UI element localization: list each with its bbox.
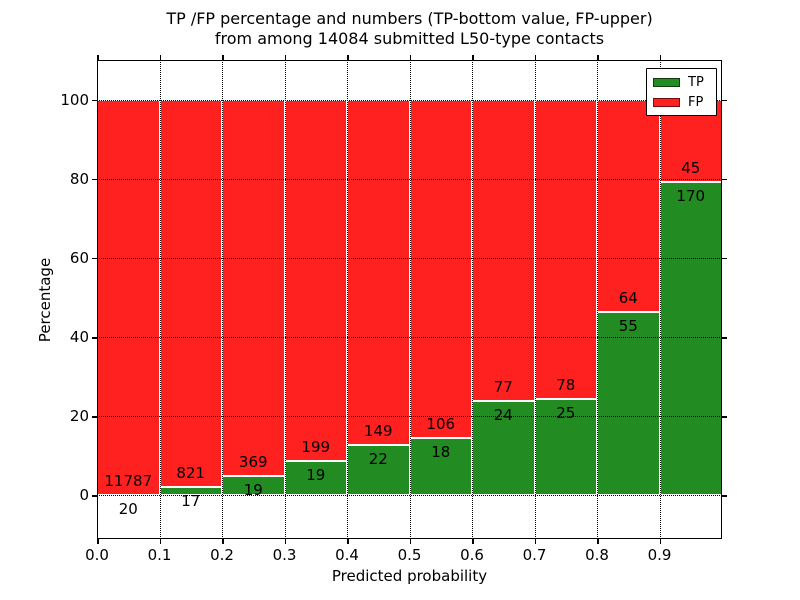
y-tick-mark — [92, 337, 97, 339]
y-tick-label: 20 — [69, 407, 89, 426]
legend: TP FP — [646, 68, 717, 116]
x-tick-mark-top — [159, 55, 161, 60]
y-tick-mark — [92, 495, 97, 497]
tp-count-label: 55 — [618, 317, 638, 336]
x-tick-mark — [597, 539, 599, 544]
chart-title: TP /FP percentage and numbers (TP-bottom… — [97, 9, 722, 49]
bar-fp-segment — [347, 99, 410, 445]
tp-legend-label: TP — [688, 74, 704, 90]
x-tick-mark — [409, 539, 411, 544]
fp-legend-swatch — [653, 97, 680, 107]
x-tick-mark-top — [97, 55, 99, 60]
x-tick-mark-top — [222, 55, 224, 60]
fp-count-label: 78 — [556, 376, 576, 395]
x-tick-mark — [97, 539, 99, 544]
x-tick-mark — [472, 539, 474, 544]
bar-fp-segment — [409, 99, 472, 438]
x-tick-mark — [659, 539, 661, 544]
x-tick-label: 0.6 — [460, 546, 484, 564]
chart-title-line1: TP /FP percentage and numbers (TP-bottom… — [166, 9, 653, 28]
y-tick-mark-right — [722, 99, 727, 102]
x-tick-mark-top — [534, 55, 536, 60]
x-tick-mark — [347, 539, 349, 544]
fp-count-label: 64 — [618, 289, 638, 308]
legend-entry-tp: TP — [647, 72, 716, 92]
y-tick-mark — [92, 99, 97, 102]
bar-fp-segment — [97, 99, 160, 495]
tp-count-label: 20 — [118, 499, 138, 518]
x-tick-label: 0.2 — [210, 546, 234, 564]
fp-count-label: 11787 — [104, 471, 153, 490]
y-tick-mark-right — [722, 178, 727, 181]
fp-count-label: 369 — [238, 453, 268, 472]
bar-fp-segment — [284, 99, 347, 461]
tp-count-label: 19 — [243, 481, 263, 500]
bar-tp-segment — [97, 494, 160, 497]
x-tick-mark-top — [409, 55, 411, 60]
x-tick-mark-top — [659, 55, 661, 60]
bar-tp-segment — [347, 444, 410, 496]
y-tick-mark — [92, 416, 97, 418]
x-tick-mark — [284, 539, 286, 544]
y-tick-mark-right — [722, 495, 727, 497]
x-tick-mark-top — [347, 55, 349, 60]
y-tick-label: 100 — [60, 90, 89, 109]
fp-legend-label: FP — [688, 94, 704, 110]
tp-count-label: 170 — [676, 187, 706, 206]
fp-count-label: 106 — [426, 414, 456, 433]
bar-fp-segment — [472, 99, 535, 402]
bar-tp-segment — [659, 182, 722, 496]
bar-fp-segment — [222, 99, 285, 477]
x-tick-mark-top — [284, 55, 286, 60]
y-tick-label: 40 — [69, 328, 89, 347]
y-tick-label: 0 — [79, 486, 89, 505]
x-tick-label: 0.3 — [272, 546, 297, 564]
tp-count-label: 19 — [306, 465, 326, 484]
x-axis-label: Predicted probability — [331, 567, 488, 585]
bar-fp-segment — [159, 99, 222, 488]
x-tick-label: 0.7 — [522, 546, 547, 564]
x-tick-mark — [222, 539, 224, 544]
y-tick-mark — [92, 178, 97, 181]
x-tick-label: 0.0 — [85, 546, 109, 564]
legend-entry-fp: FP — [647, 92, 716, 112]
y-tick-mark-right — [722, 257, 727, 260]
tp-count-label: 24 — [493, 406, 513, 425]
x-tick-label: 0.5 — [397, 546, 422, 564]
tp-count-label: 17 — [181, 492, 201, 511]
x-tick-label: 0.8 — [585, 546, 609, 564]
y-tick-mark — [92, 257, 97, 260]
tp-count-label: 18 — [431, 442, 451, 461]
x-tick-mark — [534, 539, 536, 544]
y-tick-mark-right — [722, 337, 727, 339]
fp-count-label: 821 — [176, 464, 206, 483]
x-tick-mark-top — [597, 55, 599, 60]
x-tick-label: 0.1 — [147, 546, 172, 564]
bar-tp-segment — [597, 312, 660, 496]
tp-count-label: 25 — [556, 404, 576, 423]
fp-count-label: 149 — [363, 421, 393, 440]
fp-count-label: 199 — [301, 437, 331, 456]
bar-tp-segment — [409, 437, 472, 496]
y-tick-label: 80 — [69, 169, 89, 188]
tp-count-label: 22 — [368, 449, 388, 468]
y-tick-mark-right — [722, 416, 727, 418]
x-tick-label: 0.4 — [335, 546, 359, 564]
tp-legend-swatch — [653, 77, 680, 87]
x-tick-label: 0.9 — [647, 546, 672, 564]
bar-fp-segment — [597, 99, 660, 313]
x-tick-mark-top — [472, 55, 474, 60]
fp-count-label: 77 — [493, 378, 513, 397]
y-tick-label: 60 — [69, 248, 89, 267]
chart-title-line2: from among 14084 submitted L50-type cont… — [214, 29, 605, 48]
x-tick-mark — [159, 539, 161, 544]
bar-fp-segment — [534, 99, 597, 400]
bar-tp-segment — [534, 399, 597, 496]
fp-count-label: 45 — [681, 159, 701, 178]
